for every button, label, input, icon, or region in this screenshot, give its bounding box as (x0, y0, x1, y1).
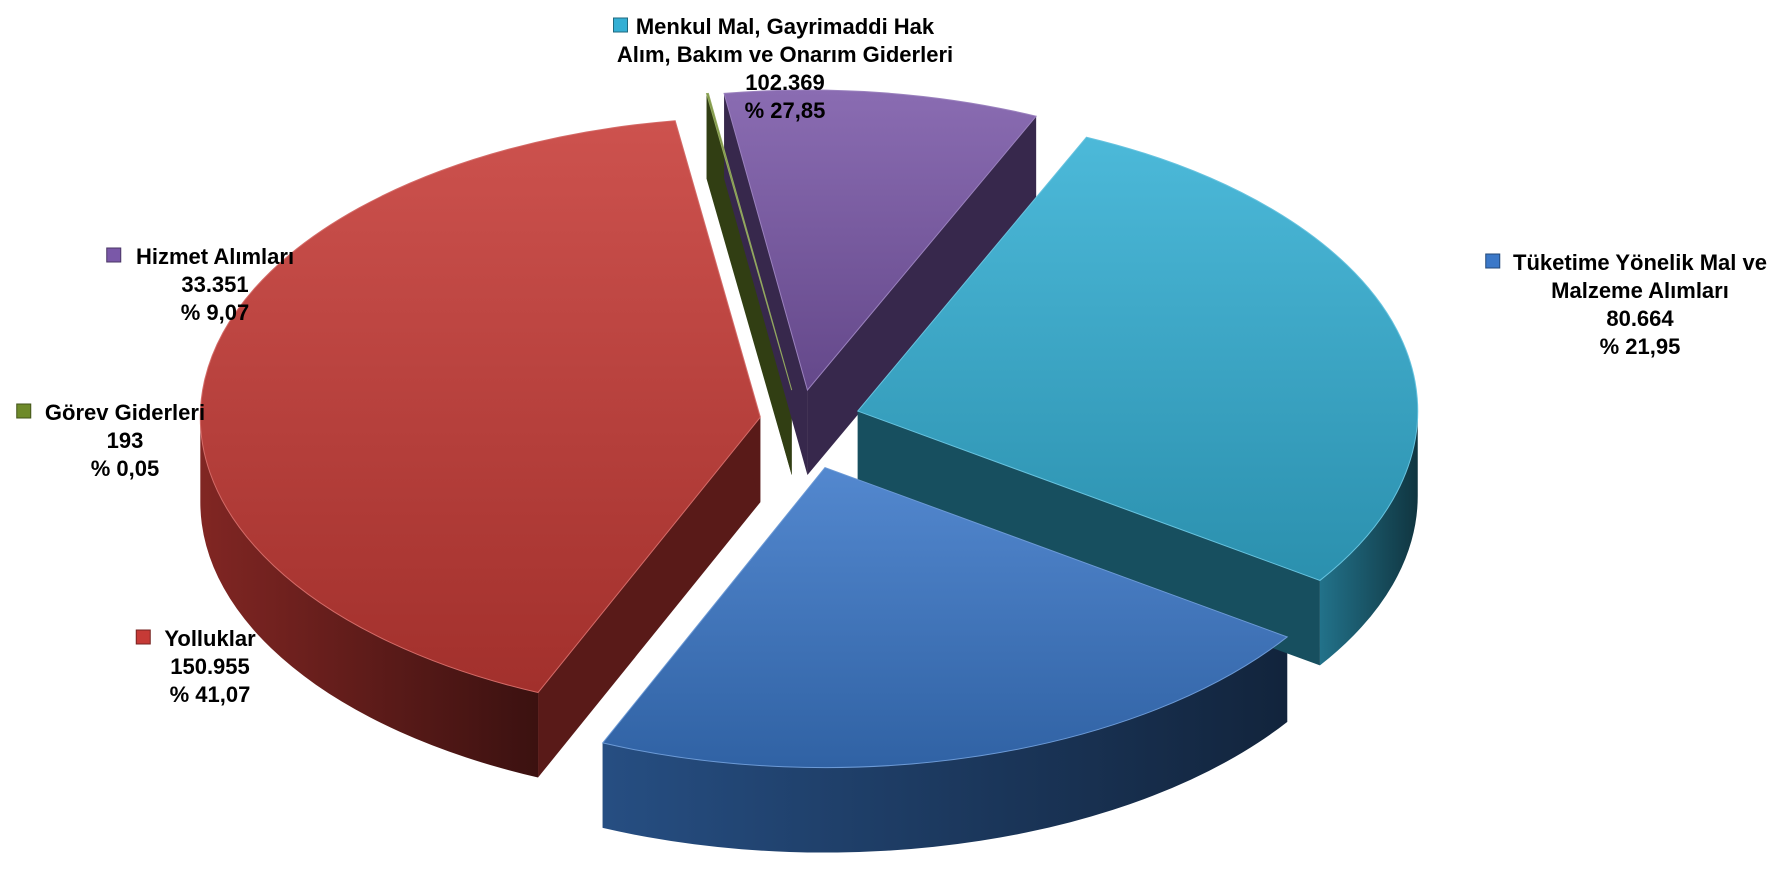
legend-key-icon (1485, 253, 1501, 269)
data-label: Yolluklar 150.955 % 41,07 (135, 626, 256, 707)
data-label-value: 80.664 (1606, 306, 1674, 331)
data-label: Hizmet Alımları 33.351 % 9,07 (106, 244, 294, 325)
data-labels: Tüketime Yönelik Mal ve Malzeme Alımları 8… (16, 14, 1767, 707)
data-label-name: Yolluklar (164, 626, 256, 651)
pie-slice-rim (200, 417, 539, 778)
pie-slice (723, 89, 1038, 392)
pie-slice-wall (724, 93, 808, 476)
pie-slice-wall (538, 417, 761, 778)
data-label-name: Görev Giderleri (45, 400, 205, 425)
data-label-percent: % 41,07 (170, 682, 251, 707)
pie-slice-tops (199, 89, 1419, 769)
pie-slice-rim (602, 636, 1288, 853)
pie-slice (601, 466, 1289, 769)
pie-slice (856, 136, 1419, 581)
data-label-percent: % 9,07 (181, 300, 250, 325)
data-label-value: 33.351 (181, 272, 248, 297)
data-label-percent: % 0,05 (91, 456, 160, 481)
data-label: Menkul Mal, Gayrimaddi Hak Alım, Bakım ve… (613, 14, 953, 123)
pie-slice-wall (807, 116, 1037, 476)
pie-slice (705, 92, 793, 391)
data-label-value: 150.955 (170, 654, 250, 679)
legend-key-icon (16, 403, 32, 419)
data-label-percent: % 27,85 (745, 98, 826, 123)
data-label-value: 102.369 (745, 70, 825, 95)
pie-slice (199, 120, 761, 694)
data-label-name: Malzeme Alımları (1551, 278, 1729, 303)
legend-key-icon (135, 629, 151, 645)
pie-slice-rim (1319, 411, 1418, 666)
legend-key-icon (613, 17, 628, 33)
data-label-name: Tüketime Yönelik Mal ve (1513, 250, 1767, 275)
legend-key-icon (106, 247, 122, 263)
data-label-name: Menkul Mal, Gayrimaddi Hak (636, 14, 935, 39)
data-label-percent: % 21,95 (1600, 334, 1681, 359)
pie-slice-wall (857, 411, 1320, 666)
data-label-name: Alım, Bakım ve Onarım Giderleri (617, 42, 953, 67)
data-label: Tüketime Yönelik Mal ve Malzeme Alımları 8… (1485, 250, 1767, 359)
data-label-value: 193 (107, 428, 144, 453)
data-label: Görev Giderleri 193 % 0,05 (16, 400, 205, 481)
data-label-name: Hizmet Alımları (136, 244, 294, 269)
